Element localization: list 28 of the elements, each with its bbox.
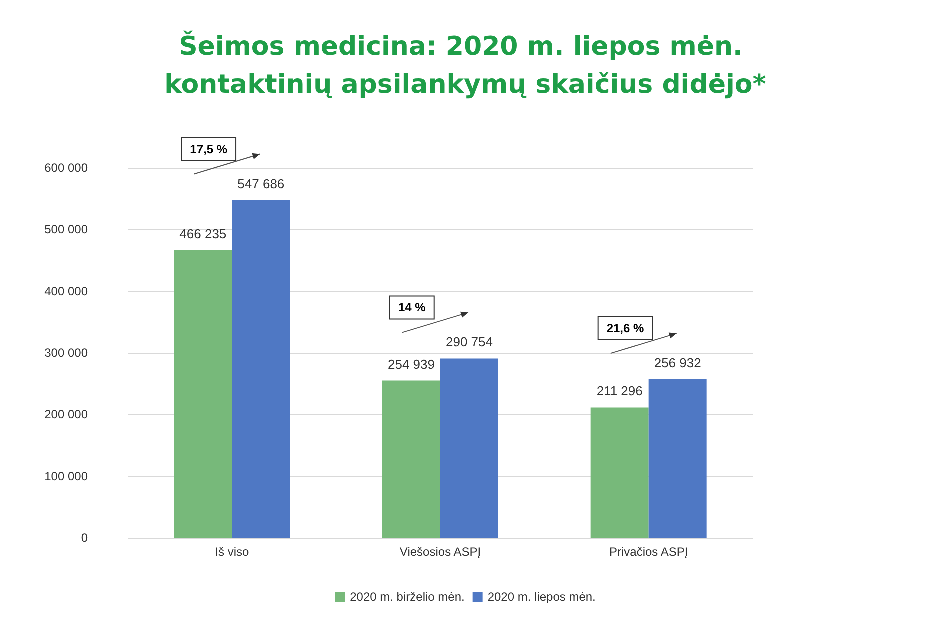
bar xyxy=(382,380,440,538)
y-tick-label: 500 000 xyxy=(44,222,88,237)
bar xyxy=(590,408,649,538)
x-tick-label: Privačios ASPĮ xyxy=(609,545,688,559)
chart-title: Šeimos medicina: 2020 m. liepos mėn. kontaktinių apsilankymų skaičius didėjo* xyxy=(164,30,767,100)
bar xyxy=(440,358,498,538)
y-tick-label: 0 xyxy=(81,531,88,545)
annotation: 21,6 % xyxy=(606,322,645,336)
data-label: 256 932 xyxy=(654,356,702,371)
data-label: 466 235 xyxy=(180,226,227,242)
legend-label: 2020 m. birželio mėn. xyxy=(350,590,465,604)
y-tick-label: 200 000 xyxy=(44,408,88,422)
bar xyxy=(232,200,290,538)
data-label: 254 939 xyxy=(388,356,435,372)
bar xyxy=(648,380,707,538)
y-tick-label: 600 000 xyxy=(44,161,88,175)
bar xyxy=(174,250,232,538)
x-tick-label: Iš viso xyxy=(215,545,250,559)
y-tick-label: 300 000 xyxy=(44,346,88,360)
data-label: 547 686 xyxy=(238,176,285,192)
legend-label: 2020 m. liepos mėn. xyxy=(488,590,596,604)
y-tick-label: 100 000 xyxy=(44,469,88,484)
y-tick-label: 400 000 xyxy=(44,284,88,298)
text: 17,5 % xyxy=(190,142,228,156)
x-tick-label: Viešosios ASPĮ xyxy=(400,545,482,559)
data-label: 211 296 xyxy=(596,384,643,399)
annotation: 14 % xyxy=(398,300,426,315)
data-label: 290 754 xyxy=(446,334,493,350)
